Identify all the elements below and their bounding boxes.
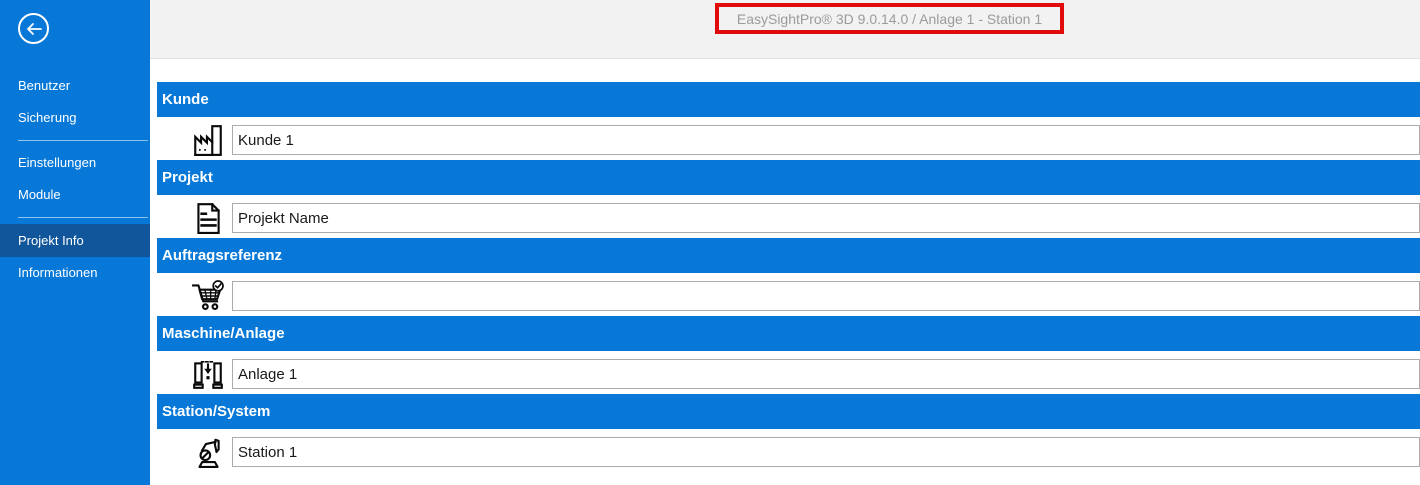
section-row [190, 435, 1420, 469]
cart-check-icon [190, 279, 226, 313]
title-bar: EasySightPro® 3D 9.0.14.0 / Anlage 1 - S… [150, 0, 1420, 59]
section-header-projekt: Projekt [157, 160, 1420, 195]
section-header-kunde: Kunde [157, 82, 1420, 117]
sidebar-item-projekt-info[interactable]: Projekt Info [0, 224, 150, 257]
section-row [190, 359, 1420, 389]
section-header-auftragsreferenz: Auftragsreferenz [157, 238, 1420, 273]
section-header-station-system: Station/System [157, 394, 1420, 429]
app-title: EasySightPro® 3D 9.0.14.0 / Anlage 1 - S… [736, 10, 1043, 27]
section-row [190, 201, 1420, 235]
sidebar-item-informationen[interactable]: Informationen [18, 265, 98, 280]
sidebar: Benutzer Sicherung Einstellungen Module Proj… [0, 0, 150, 485]
factory-icon [190, 123, 226, 157]
sidebar-divider [18, 140, 148, 141]
sidebar-nav: Benutzer Sicherung Einstellungen Module Proj… [0, 70, 150, 289]
sidebar-item-benutzer[interactable]: Benutzer [18, 78, 71, 93]
back-arrow-icon [25, 22, 43, 36]
input-auftragsreferenz[interactable] [232, 281, 1420, 311]
section-header-maschine-anlage: Maschine/Anlage [157, 316, 1420, 351]
robot-arm-icon [190, 435, 226, 469]
section-row [190, 123, 1420, 157]
machine-icon [190, 357, 226, 391]
document-icon [190, 201, 226, 235]
sidebar-item-einstellungen[interactable]: Einstellungen [18, 155, 97, 170]
title-annotation-box: EasySightPro® 3D 9.0.14.0 / Anlage 1 - S… [715, 3, 1064, 34]
sidebar-item-module[interactable]: Module [18, 187, 61, 202]
input-station-system[interactable] [232, 437, 1420, 467]
sidebar-divider [18, 217, 148, 218]
section-row [190, 279, 1420, 313]
project-info-form: Kunde Projekt Auftragsreferenz Maschine/Anl… [150, 59, 1420, 485]
sidebar-item-sicherung[interactable]: Sicherung [18, 110, 77, 125]
input-kunde[interactable] [232, 125, 1420, 155]
input-maschine-anlage[interactable] [232, 359, 1420, 389]
input-projekt[interactable] [232, 203, 1420, 233]
back-button[interactable] [18, 13, 49, 44]
